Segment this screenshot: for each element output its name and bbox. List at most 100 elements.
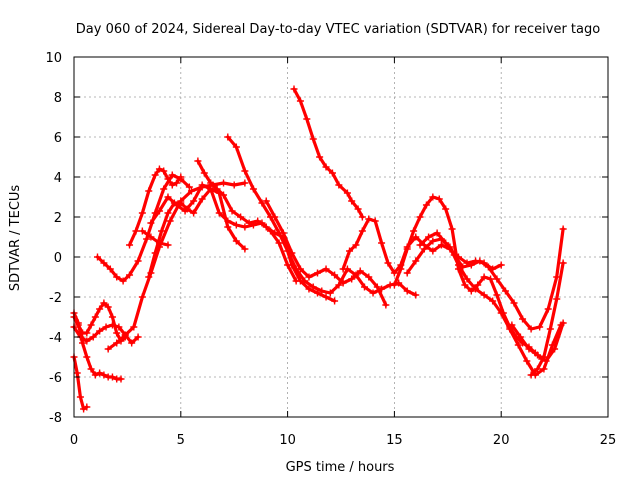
- data-point: [76, 393, 84, 401]
- data-point: [322, 163, 330, 171]
- data-point: [416, 213, 424, 221]
- data-point: [450, 251, 458, 259]
- data-point: [422, 201, 430, 209]
- data-point: [241, 167, 249, 175]
- series-track-j: [138, 227, 172, 249]
- data-point: [429, 193, 437, 201]
- data-point: [237, 213, 245, 221]
- series-track-l: [224, 133, 420, 299]
- x-tick-label: 0: [70, 433, 78, 448]
- data-point: [151, 171, 159, 179]
- data-point: [166, 217, 174, 225]
- data-point: [514, 341, 522, 349]
- data-point: [360, 283, 368, 291]
- y-tick-label: -8: [49, 411, 62, 426]
- data-point: [290, 85, 298, 93]
- data-point: [501, 287, 509, 295]
- data-point: [506, 325, 514, 333]
- data-point: [164, 193, 172, 201]
- data-point: [487, 275, 495, 283]
- data-point: [190, 197, 198, 205]
- series-line: [418, 227, 565, 331]
- data-point: [559, 225, 567, 233]
- data-point: [220, 179, 228, 187]
- data-point: [442, 239, 450, 247]
- data-point: [104, 345, 112, 353]
- data-point: [164, 175, 172, 183]
- data-point: [373, 283, 381, 291]
- data-point: [328, 169, 336, 177]
- data-point: [126, 241, 134, 249]
- data-point: [100, 371, 108, 379]
- data-point: [215, 209, 223, 217]
- data-point: [365, 273, 373, 281]
- data-point: [164, 209, 172, 217]
- data-point: [87, 321, 95, 329]
- data-point: [168, 181, 176, 189]
- data-point: [331, 271, 339, 279]
- data-point: [412, 291, 420, 299]
- y-tick-label: -6: [49, 371, 62, 386]
- data-point: [232, 143, 240, 151]
- y-tick-label: 4: [54, 171, 62, 186]
- plot-frame: [73, 56, 609, 418]
- data-point: [145, 187, 153, 195]
- x-tick-label: 15: [386, 433, 403, 448]
- y-tick-label: 10: [45, 51, 62, 66]
- y-tick-label: -4: [49, 331, 62, 346]
- data-point: [559, 319, 567, 327]
- data-point: [508, 321, 516, 329]
- data-point: [301, 277, 309, 285]
- data-point: [207, 179, 215, 187]
- data-point: [316, 153, 324, 161]
- data-point: [433, 229, 441, 237]
- data-point: [354, 205, 362, 213]
- data-point: [480, 273, 488, 281]
- data-point: [207, 185, 215, 193]
- data-point: [463, 275, 471, 283]
- data-point: [134, 257, 142, 265]
- data-point: [474, 281, 482, 289]
- data-point: [410, 227, 418, 235]
- data-point: [158, 227, 166, 235]
- data-point: [275, 239, 283, 247]
- data-point: [335, 281, 343, 289]
- data-point: [510, 299, 518, 307]
- data-point: [390, 269, 398, 277]
- data-point: [544, 305, 552, 313]
- data-point: [83, 329, 91, 337]
- data-point: [356, 267, 364, 275]
- data-point: [173, 179, 181, 187]
- data-point: [96, 369, 104, 377]
- data-point: [177, 173, 185, 181]
- data-point: [384, 259, 392, 267]
- data-point: [303, 115, 311, 123]
- x-tick-label: 25: [600, 433, 617, 448]
- data-point: [224, 223, 232, 231]
- data-point: [322, 293, 330, 301]
- x-tick-label: 5: [177, 433, 185, 448]
- data-point: [279, 229, 287, 237]
- data-point: [151, 249, 159, 257]
- data-point: [108, 373, 116, 381]
- y-tick-label: 2: [54, 211, 62, 226]
- data-point: [119, 277, 127, 285]
- data-point: [352, 241, 360, 249]
- data-point: [100, 259, 108, 267]
- data-point: [305, 273, 313, 281]
- x-tick-label: 10: [279, 433, 296, 448]
- data-point: [318, 287, 326, 295]
- data-point: [145, 273, 153, 281]
- data-point: [155, 239, 163, 247]
- data-point: [420, 245, 428, 253]
- data-point: [104, 303, 112, 311]
- data-point: [546, 325, 554, 333]
- data-point: [516, 333, 524, 341]
- x-axis-label: GPS time / hours: [286, 460, 395, 475]
- data-point: [138, 227, 146, 235]
- data-point: [113, 339, 121, 347]
- data-point: [245, 219, 253, 227]
- data-point: [262, 197, 270, 205]
- series-track-r: [416, 225, 567, 333]
